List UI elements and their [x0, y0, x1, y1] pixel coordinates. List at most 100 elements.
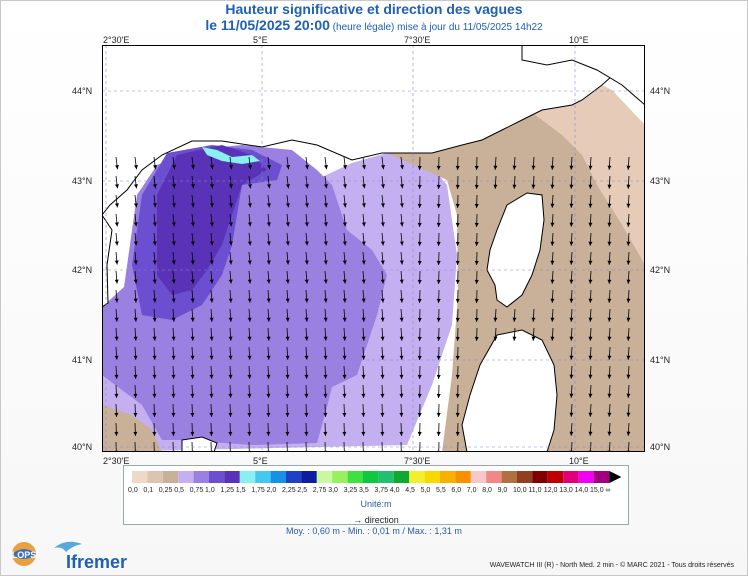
direction-arrowhead: [399, 260, 404, 265]
direction-arrowhead: [588, 203, 593, 208]
direction-arrowhead: [569, 279, 574, 284]
direction-arrowhead: [247, 203, 252, 208]
direction-arrowhead: [285, 317, 290, 322]
direction-arrowhead: [626, 298, 631, 303]
direction-arrowhead: [626, 336, 631, 341]
direction-arrowhead: [474, 241, 479, 246]
direction-arrowhead: [493, 317, 498, 322]
direction-arrowhead: [133, 336, 138, 341]
direction-arrowhead: [607, 298, 612, 303]
colorbar-tick-label: 6,0: [451, 487, 462, 494]
direction-arrowhead: [588, 336, 593, 341]
lat-label-right: 42°N: [650, 265, 671, 275]
direction-arrowhead: [380, 412, 385, 417]
lat-label-right: 41°N: [650, 355, 671, 365]
direction-arrowhead: [266, 184, 271, 189]
direction-arrowhead: [133, 203, 138, 208]
direction-arrowhead: [266, 203, 271, 208]
corsica-island: [486, 192, 545, 308]
direction-arrowhead: [380, 393, 385, 398]
direction-arrowhead: [588, 412, 593, 417]
direction-arrowhead: [286, 165, 291, 170]
direction-arrowhead: [114, 203, 119, 208]
direction-arrowhead: [304, 279, 309, 284]
direction-arrowhead: [399, 393, 404, 398]
direction-arrowhead: [190, 222, 195, 227]
colorbar-swatch: [486, 471, 502, 483]
direction-arrowhead: [512, 317, 517, 322]
direction-arrowhead: [400, 165, 405, 170]
direction-arrowhead: [133, 374, 138, 379]
direction-arrowhead: [323, 298, 328, 303]
lat-label-left: 40°N: [72, 442, 93, 452]
forecast-datetime: le 11/05/2025 20:00: [205, 17, 330, 33]
direction-arrowhead: [266, 222, 271, 227]
colorbar-tick-label: 0,1: [143, 487, 154, 494]
lat-label-left: 42°N: [72, 265, 93, 275]
direction-arrowhead: [229, 165, 234, 170]
direction-arrowhead: [228, 336, 233, 341]
colorbar-tick-label: 8,0: [482, 487, 492, 494]
direction-arrowhead: [550, 260, 555, 265]
direction-arrowhead: [588, 355, 593, 360]
colorbar-swatch: [501, 471, 517, 483]
direction-arrowhead: [152, 355, 157, 360]
direction-arrowhead: [342, 431, 347, 436]
direction-arrowhead: [399, 184, 404, 189]
direction-arrowhead: [133, 412, 138, 417]
colorbar-swatch: [363, 471, 379, 483]
direction-arrowhead: [190, 355, 195, 360]
colorbar-tick-label: 12,0: [543, 487, 558, 494]
map-subtitle: le 11/05/2025 20:00 (heure légale) mise …: [0, 17, 748, 35]
direction-arrowhead: [190, 260, 195, 265]
direction-arrowhead: [114, 260, 119, 265]
direction-arrowhead: [304, 336, 309, 341]
direction-arrowhead: [171, 393, 176, 398]
direction-arrowhead: [512, 336, 517, 341]
direction-arrowhead: [361, 374, 366, 379]
direction-arrowhead: [152, 393, 157, 398]
direction-arrowhead: [455, 393, 460, 398]
colorbar-swatch: [409, 471, 425, 483]
lat-label-right: 44°N: [650, 86, 671, 96]
direction-arrowhead: [171, 431, 176, 436]
direction-arrowhead: [380, 203, 385, 208]
map-border: [102, 45, 645, 452]
direction-arrowhead: [342, 355, 347, 360]
direction-arrowhead: [266, 355, 271, 360]
colorbar-swatch: [224, 471, 240, 483]
direction-arrowhead: [417, 355, 422, 360]
colorbar-tick-label: 1,5: [235, 487, 246, 494]
direction-arrowhead: [285, 374, 290, 379]
direction-arrowhead: [588, 298, 593, 303]
direction-arrowhead: [436, 393, 441, 398]
colorbar-tick-label: 15,0: [590, 487, 604, 494]
direction-arrowhead: [436, 412, 441, 417]
colorbar-swatch: [563, 471, 579, 483]
direction-arrowhead: [361, 412, 366, 417]
direction-arrowhead: [361, 317, 366, 322]
direction-arrowhead: [266, 374, 271, 379]
direction-arrowhead: [493, 165, 498, 170]
direction-arrowhead: [626, 279, 631, 284]
direction-arrowhead: [323, 203, 328, 208]
colorbar-swatch: [440, 471, 456, 483]
direction-arrowhead: [266, 431, 271, 436]
lon-label-bottom: 2°30'E: [103, 456, 130, 466]
colorbar-swatch: [424, 471, 440, 483]
colorbar-swatch: [316, 471, 333, 483]
direction-arrowhead: [342, 203, 347, 208]
direction-arrowhead: [380, 222, 385, 227]
direction-arrowhead: [190, 393, 195, 398]
wave-height-map[interactable]: [102, 45, 645, 452]
direction-arrowhead: [455, 412, 460, 417]
direction-arrowhead: [342, 260, 347, 265]
direction-arrowhead: [247, 260, 252, 265]
direction-arrowhead: [114, 222, 119, 227]
direction-arrowhead: [342, 279, 347, 284]
direction-arrowhead: [569, 336, 574, 341]
direction-arrowhead: [588, 279, 593, 284]
direction-arrowhead: [417, 241, 422, 246]
direction-arrowhead: [362, 165, 367, 170]
direction-arrowhead: [626, 355, 631, 360]
